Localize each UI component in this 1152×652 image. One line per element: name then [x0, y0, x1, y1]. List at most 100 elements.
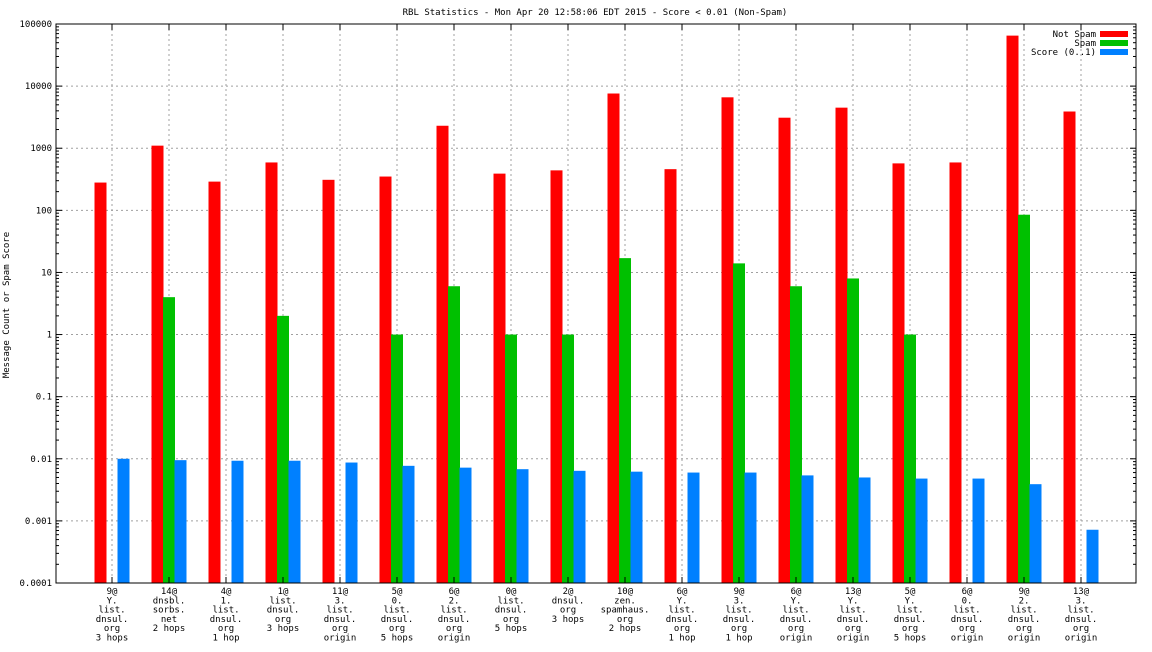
- x-tick-label-line: dnsbl.: [153, 596, 186, 606]
- legend-label: Score (0..1): [1031, 48, 1096, 58]
- x-tick-label-line: dnsul.: [723, 615, 756, 625]
- x-tick-label-line: dnsul.: [267, 606, 300, 616]
- x-tick-label-line: list.: [98, 606, 125, 616]
- y-tick-label: 10000: [25, 82, 52, 92]
- x-tick-label-line: dnsul.: [96, 615, 129, 625]
- x-tick-label-line: origin: [438, 634, 471, 644]
- x-tick-label-line: list.: [383, 606, 410, 616]
- x-tick-label: 10@ zen. spamhaus. org 2 hops: [601, 587, 650, 634]
- x-tick-label-line: org: [389, 624, 405, 634]
- x-tick-label-line: org: [959, 624, 975, 634]
- x-tick-label: 13@ Y. list. dnsul. org origin: [837, 587, 870, 644]
- x-tick-label-line: 0.: [962, 596, 973, 606]
- bar-spam: [733, 263, 745, 583]
- x-tick-label-line: list.: [896, 606, 923, 616]
- legend-swatch: [1100, 40, 1128, 46]
- bar-score-0-1: [630, 471, 643, 583]
- bar-score-0-1: [345, 462, 358, 583]
- x-tick-label-line: origin: [951, 634, 984, 644]
- x-tick-label-line: dnsul.: [780, 615, 813, 625]
- bar-score-0-1: [117, 458, 130, 583]
- bar-score-0-1: [288, 460, 301, 583]
- plot-frame: [55, 23, 1137, 584]
- x-tick-label-line: org: [1073, 624, 1089, 634]
- x-tick-label-line: list.: [497, 596, 524, 606]
- x-tick-label: 9@ 2. list. dnsul. org origin: [1008, 587, 1041, 644]
- x-tick-label-line: 5 hops: [381, 634, 414, 644]
- x-tick-label-line: 1 hop: [725, 634, 752, 644]
- x-tick-label-line: dnsul.: [666, 615, 699, 625]
- y-axis-label: Message Count or Spam Score: [2, 232, 12, 378]
- x-tick-label-line: 9@: [107, 587, 118, 597]
- x-tick-label-line: dnsul.: [381, 615, 414, 625]
- x-tick-label: 6@ 0. list. dnsul. org origin: [951, 587, 984, 644]
- bar-not-spam: [835, 107, 848, 584]
- bar-not-spam: [208, 181, 221, 583]
- y-tick-label: 100: [36, 206, 52, 216]
- x-tick-label-line: dnsul.: [1065, 615, 1098, 625]
- bar-score-0-1: [402, 465, 415, 583]
- x-tick-label-line: org: [1016, 624, 1032, 634]
- bar-spam: [277, 315, 289, 583]
- x-tick-label-line: origin: [1065, 634, 1098, 644]
- x-tick-label-line: origin: [1008, 634, 1041, 644]
- x-tick-label-line: dnsul.: [495, 606, 528, 616]
- x-tick-label-line: 2.: [1019, 596, 1030, 606]
- x-tick-label-line: org: [731, 624, 747, 634]
- bar-not-spam: [1063, 111, 1076, 583]
- bar-not-spam: [493, 173, 506, 584]
- bar-score-0-1: [573, 470, 586, 583]
- bar-spam: [163, 297, 175, 583]
- x-tick-label-line: list.: [212, 606, 239, 616]
- x-tick-label-line: Y.: [848, 596, 859, 606]
- bar-score-0-1: [687, 472, 700, 583]
- bar-score-0-1: [231, 460, 244, 583]
- bar-not-spam: [322, 179, 335, 583]
- x-tick-label: 1@ list. dnsul. org 3 hops: [267, 587, 300, 634]
- bar-spam: [391, 334, 403, 583]
- legend-label: Not Spam: [1053, 30, 1096, 40]
- x-tick-label: 6@ Y. list. dnsul. org 1 hop: [666, 587, 699, 644]
- x-tick-label-line: dnsul.: [324, 615, 357, 625]
- x-tick-label-line: org: [788, 624, 804, 634]
- bar-not-spam: [949, 162, 962, 583]
- x-tick-label-line: zen.: [614, 596, 636, 606]
- y-tick-label: 1000: [30, 144, 52, 154]
- bar-score-0-1: [801, 475, 814, 583]
- x-tick-label: 2@ dnsul. org 3 hops: [552, 587, 585, 625]
- x-tick-label: 6@ 2. list. dnsul. org origin: [438, 587, 471, 644]
- x-tick-label-line: 2.: [449, 596, 460, 606]
- x-tick-label: 6@ Y. list. dnsul. org origin: [780, 587, 813, 644]
- bar-score-0-1: [459, 467, 472, 583]
- bar-score-0-1: [174, 460, 187, 583]
- x-tick-label-line: 3 hops: [552, 615, 585, 625]
- bar-not-spam: [1006, 35, 1019, 583]
- bar-score-0-1: [1029, 484, 1042, 583]
- x-tick-label: 9@ 3. list. dnsul. org 1 hop: [723, 587, 756, 644]
- bar-not-spam: [607, 93, 620, 583]
- x-tick-label-line: dnsul.: [210, 615, 243, 625]
- x-tick-label-line: dnsul.: [552, 596, 585, 606]
- bar-score-0-1: [972, 478, 985, 583]
- x-tick-label-line: 10@: [617, 587, 634, 597]
- bar-not-spam: [94, 182, 107, 583]
- bar-not-spam: [721, 97, 734, 584]
- y-tick-label: 0.0001: [19, 579, 52, 589]
- bar-score-0-1: [516, 469, 529, 583]
- bar-spam: [904, 334, 916, 583]
- x-tick-label-line: list.: [725, 606, 752, 616]
- x-tick-label-line: 3.: [1076, 596, 1087, 606]
- x-tick-label-line: list.: [668, 606, 695, 616]
- bar-spam: [505, 334, 517, 583]
- bar-not-spam: [892, 163, 905, 583]
- x-tick-label-line: 5@: [392, 587, 403, 597]
- x-tick-label-line: 9@: [734, 587, 745, 597]
- x-tick-label-line: 2 hops: [609, 624, 642, 634]
- x-tick-label: 5@ Y. list. dnsul. org 5 hops: [894, 587, 927, 644]
- x-tick-label-line: org: [617, 615, 633, 625]
- x-tick-label-line: 14@: [161, 587, 178, 597]
- x-tick-label-line: list.: [269, 596, 296, 606]
